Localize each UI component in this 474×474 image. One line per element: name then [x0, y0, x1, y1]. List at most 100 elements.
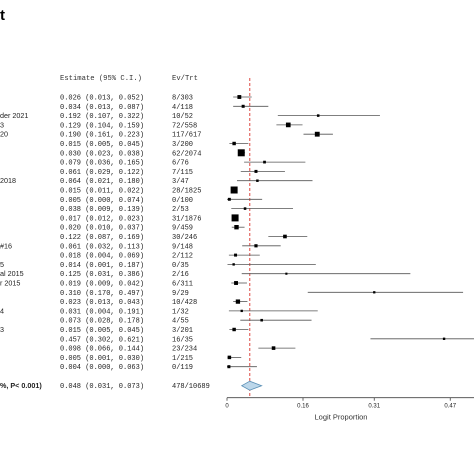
- estimate-ci-text: 0.019 (0.009, 0.042): [60, 281, 144, 289]
- events-text: 72/558: [172, 122, 197, 130]
- events-text: 6/76: [172, 160, 189, 168]
- point-estimate-square: [231, 187, 238, 194]
- estimate-ci-text: 0.005 (0.001, 0.030): [60, 355, 144, 363]
- estimate-ci-text: 0.015 (0.005, 0.045): [60, 141, 144, 149]
- point-estimate-square: [283, 235, 287, 239]
- estimate-ci-text: 0.031 (0.004, 0.191): [60, 308, 144, 316]
- events-text: 4/55: [172, 318, 189, 326]
- point-estimate-square: [272, 346, 276, 350]
- point-estimate-square: [234, 281, 238, 285]
- estimate-ci-text: 0.034 (0.013, 0.087): [60, 104, 144, 112]
- estimate-ci-text: 0.073 (0.028, 0.178): [60, 318, 144, 326]
- estimate-ci-text: 0.005 (0.000, 0.074): [60, 197, 144, 205]
- x-tick-label: 0.16: [297, 404, 309, 410]
- point-estimate-square: [228, 198, 231, 201]
- estimate-ci-text: 0.023 (0.013, 0.043): [60, 299, 144, 307]
- events-text: 2/53: [172, 206, 189, 214]
- estimate-ci-text: 0.310 (0.170, 0.497): [60, 290, 144, 298]
- point-estimate-square: [260, 319, 263, 322]
- events-text: 23/234: [172, 346, 197, 354]
- point-estimate-square: [315, 132, 320, 137]
- title-fragment: t: [0, 7, 5, 24]
- estimate-ci-text: 0.061 (0.029, 0.122): [60, 169, 144, 177]
- estimate-ci-text: 0.014 (0.001, 0.187): [60, 262, 144, 270]
- study-label: #16: [0, 241, 12, 250]
- point-estimate-square: [238, 149, 245, 156]
- estimate-column-header: Estimate (95% C.I.): [60, 75, 142, 83]
- events-text: 9/148: [172, 243, 193, 251]
- summary-estimate-text: 0.048 (0.031, 0.073): [60, 383, 144, 391]
- point-estimate-square: [286, 123, 291, 128]
- point-estimate-square: [232, 263, 234, 265]
- estimate-ci-text: 0.020 (0.010, 0.037): [60, 225, 144, 233]
- events-text: 9/29: [172, 290, 189, 298]
- point-estimate-square: [232, 328, 235, 331]
- estimate-ci-text: 0.015 (0.005, 0.045): [60, 327, 144, 335]
- events-text: 1/32: [172, 308, 189, 316]
- events-text: 0/119: [172, 364, 193, 372]
- x-tick-label: 0.31: [368, 404, 380, 410]
- events-text: 9/459: [172, 225, 193, 233]
- study-label: 4: [0, 306, 4, 315]
- study-label: 2018: [0, 176, 16, 185]
- point-estimate-square: [232, 214, 239, 221]
- events-text: 30/246: [172, 234, 197, 242]
- x-axis: 0 0.16 0.31 0.47: [225, 398, 474, 410]
- point-estimate-square: [227, 365, 230, 368]
- point-estimate-square: [234, 254, 237, 257]
- events-text: 3/201: [172, 327, 193, 335]
- point-estimate-square: [254, 170, 257, 173]
- point-estimate-square: [234, 225, 238, 229]
- point-estimate-square: [263, 161, 266, 164]
- events-text: 16/35: [172, 336, 193, 344]
- estimate-ci-text: 0.015 (0.011, 0.022): [60, 188, 144, 196]
- study-label: 3: [0, 325, 4, 334]
- estimate-ci-text: 0.098 (0.066, 0.144): [60, 346, 144, 354]
- events-text: 3/47: [172, 178, 189, 186]
- study-label: r 2015: [0, 279, 20, 288]
- point-estimate-square: [254, 244, 257, 247]
- plot-area: [227, 78, 474, 398]
- point-estimate-square: [242, 105, 245, 108]
- events-text: 7/115: [172, 169, 193, 177]
- estimate-ci-text: 0.018 (0.004, 0.069): [60, 253, 144, 261]
- estimate-ci-text: 0.122 (0.087, 0.169): [60, 234, 144, 242]
- point-estimate-square: [373, 291, 375, 293]
- events-text: 0/35: [172, 262, 189, 270]
- summary-label: %, P< 0.001): [0, 381, 42, 390]
- x-tick-label: 0.47: [444, 404, 456, 410]
- study-label: al 2015: [0, 269, 24, 278]
- estimate-ci-text: 0.190 (0.161, 0.223): [60, 132, 144, 140]
- point-estimate-square: [443, 338, 445, 340]
- study-rows: 0.026 (0.013, 0.052) 8/303 0.034 (0.013, 0…: [0, 95, 210, 392]
- point-estimate-square: [317, 114, 320, 117]
- events-text: 2/16: [172, 271, 189, 279]
- events-text: 3/200: [172, 141, 193, 149]
- point-estimate-square: [244, 207, 247, 210]
- estimate-ci-text: 0.129 (0.104, 0.159): [60, 122, 144, 130]
- events-column-header: Ev/Trt: [172, 75, 198, 83]
- events-text: 4/118: [172, 104, 193, 112]
- estimate-ci-text: 0.079 (0.036, 0.165): [60, 160, 144, 168]
- point-estimate-square: [285, 273, 287, 275]
- events-text: 62/2074: [172, 150, 201, 158]
- point-estimate-square: [232, 142, 235, 145]
- summary-events-text: 478/10689: [172, 383, 210, 391]
- estimate-ci-text: 0.061 (0.032, 0.113): [60, 243, 144, 251]
- x-axis-label: Logit Proportion: [315, 413, 368, 422]
- events-text: 10/52: [172, 113, 193, 121]
- study-label: der 2021: [0, 111, 28, 120]
- point-estimate-square: [241, 310, 243, 312]
- events-text: 8/303: [172, 95, 193, 103]
- x-tick-label: 0: [225, 404, 229, 410]
- events-text: 28/1825: [172, 188, 201, 196]
- point-estimate-square: [237, 95, 241, 99]
- estimate-ci-text: 0.038 (0.009, 0.139): [60, 206, 144, 214]
- summary-diamond: [242, 381, 262, 390]
- events-text: 10/428: [172, 299, 197, 307]
- estimate-ci-text: 0.026 (0.013, 0.052): [60, 95, 144, 103]
- estimate-ci-text: 0.004 (0.000, 0.063): [60, 364, 144, 372]
- study-label: 20: [0, 130, 8, 139]
- estimate-ci-text: 0.064 (0.021, 0.180): [60, 178, 144, 186]
